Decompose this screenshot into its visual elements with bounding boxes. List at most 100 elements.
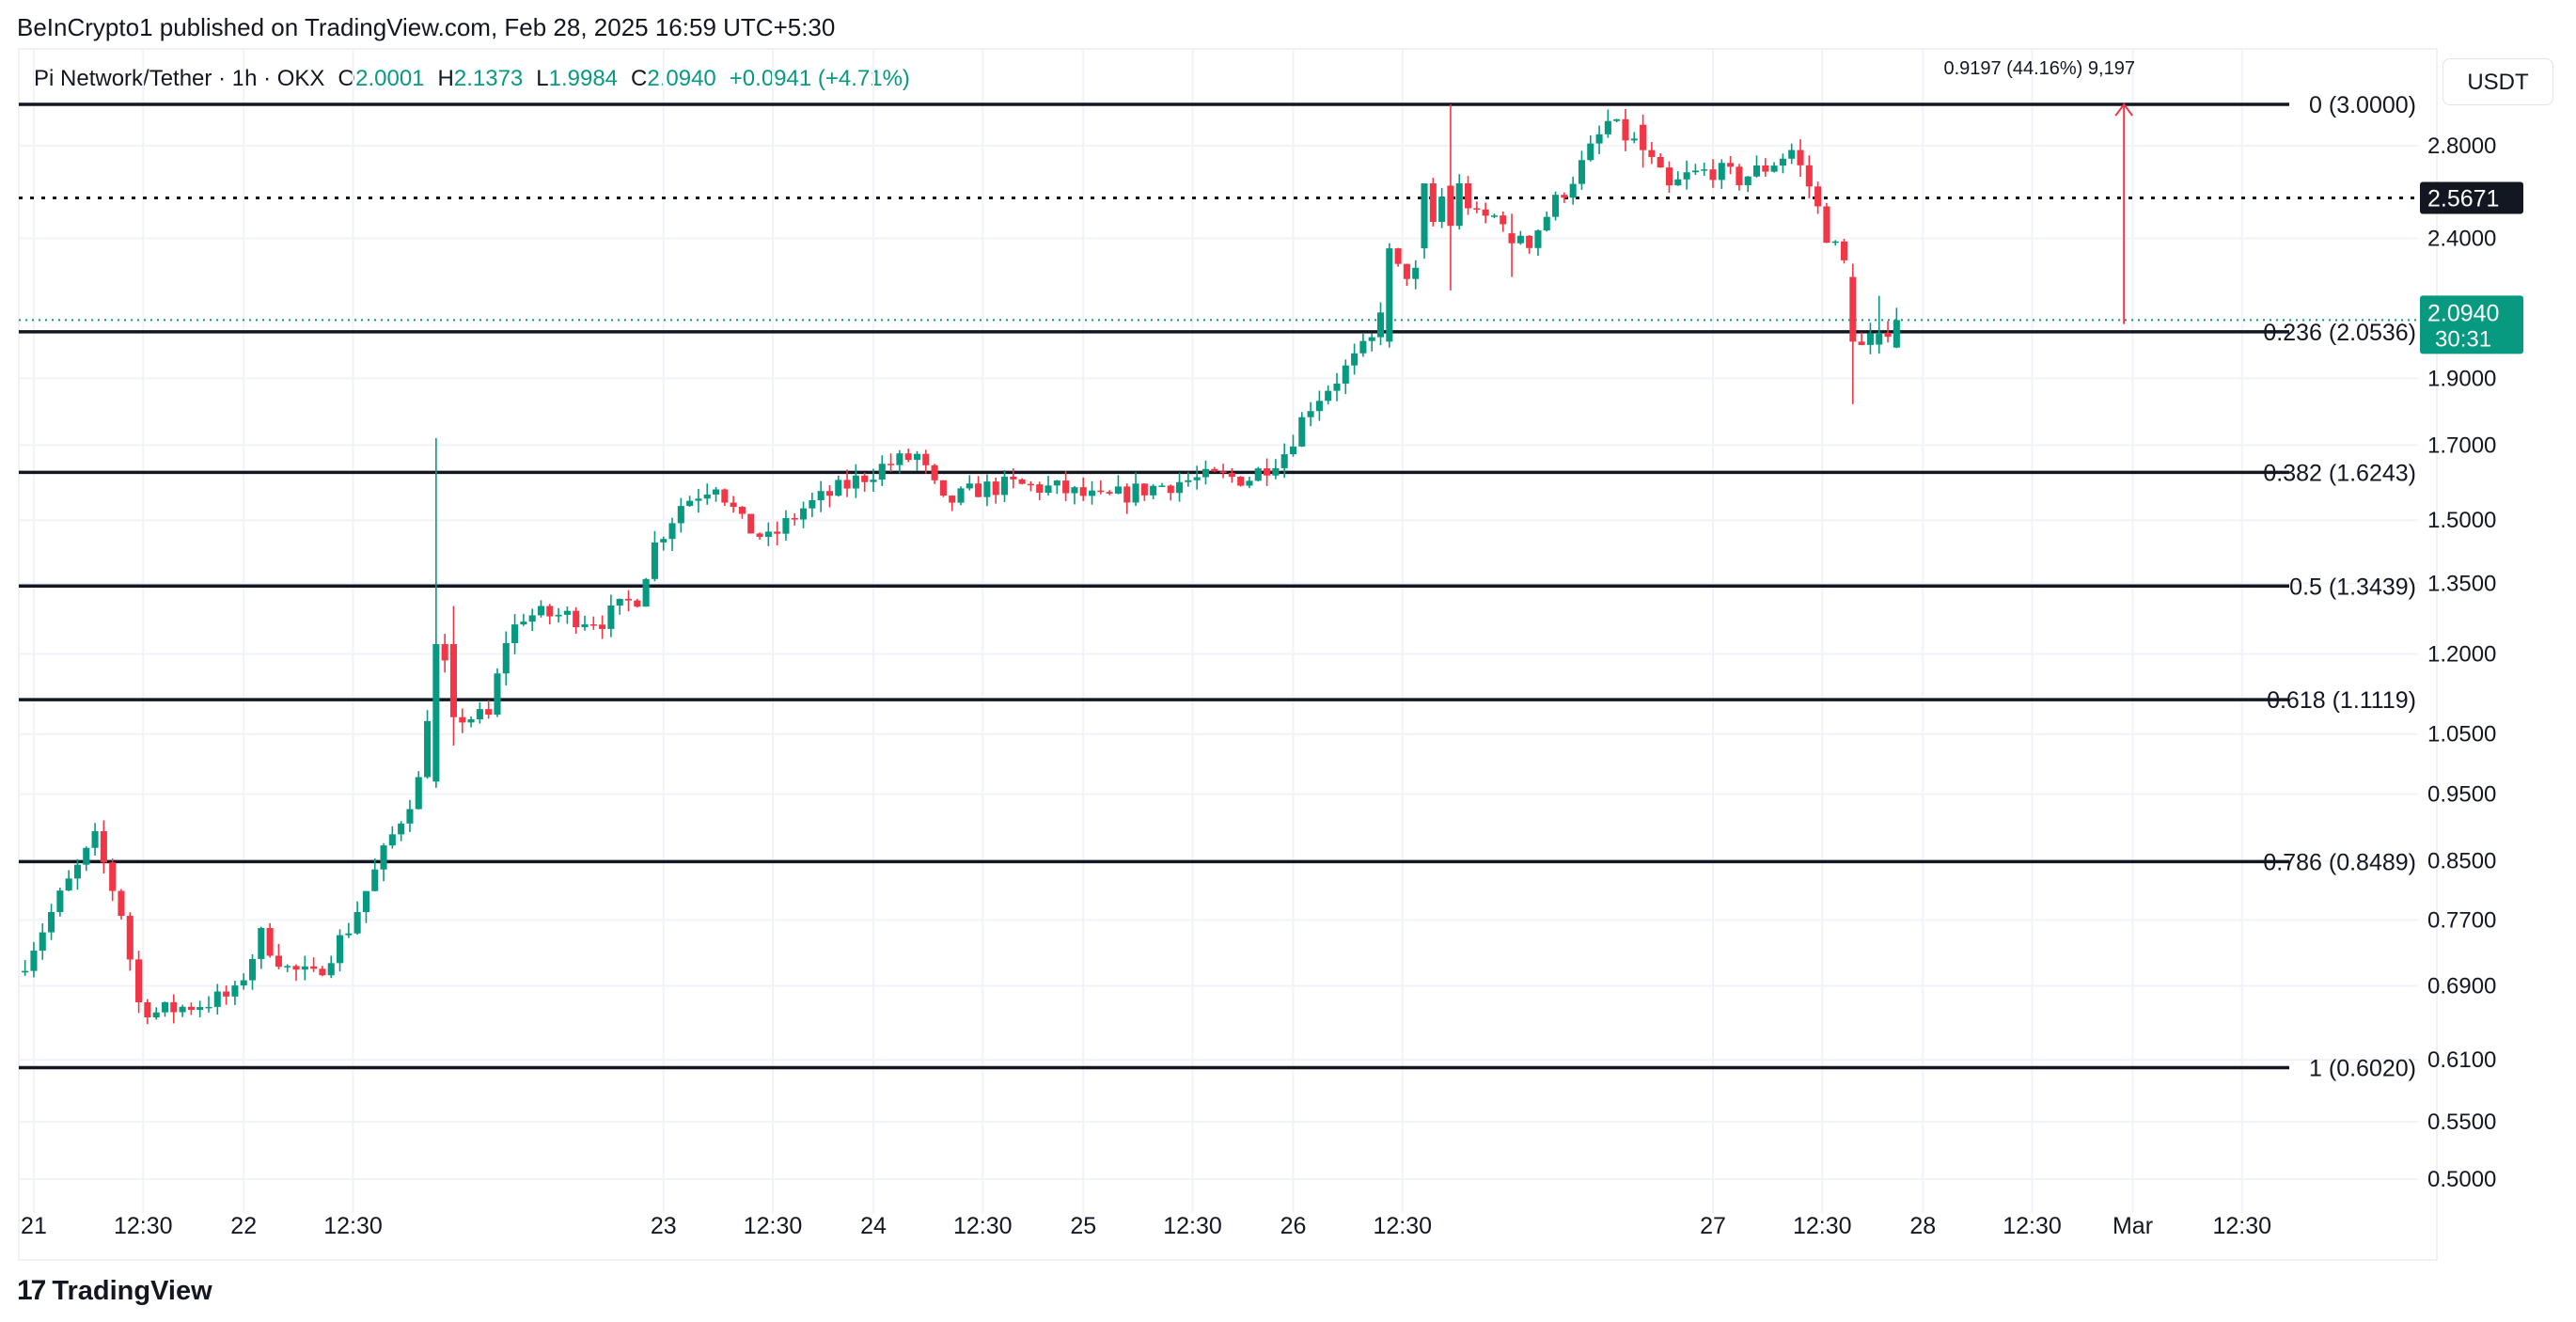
- candle-body: [1884, 332, 1892, 338]
- candle-body: [1071, 487, 1078, 494]
- candle-body: [1508, 233, 1516, 244]
- currency-button[interactable]: USDT: [2442, 58, 2553, 105]
- candle-body: [39, 932, 46, 952]
- candle-body: [1709, 169, 1717, 181]
- low-value: 1.9984: [548, 66, 619, 91]
- candle-body: [502, 642, 510, 674]
- fib-level-label: 0 (3.0000): [2309, 92, 2416, 118]
- candle-body: [607, 605, 615, 629]
- candle-body: [266, 927, 274, 956]
- candle-body: [152, 1012, 160, 1018]
- candle-body: [1788, 150, 1796, 159]
- candle-body: [65, 878, 72, 891]
- candle-body: [301, 966, 308, 970]
- candle-body: [913, 453, 921, 461]
- candle-body: [1534, 230, 1542, 248]
- candle-body: [118, 890, 125, 917]
- candle-body: [1465, 182, 1472, 209]
- fib-level-label: 0.236 (2.0536): [2263, 320, 2416, 346]
- candle-body: [424, 720, 432, 778]
- candle-body: [1841, 241, 1848, 260]
- candle-body: [91, 830, 99, 848]
- candle-body: [1831, 241, 1839, 244]
- y-tick-label: 1.3500: [2427, 571, 2496, 596]
- y-tick-label: 0.6900: [2427, 974, 2496, 999]
- candle-body: [1307, 411, 1314, 417]
- candle-body: [1053, 480, 1060, 486]
- candle-body: [1150, 485, 1157, 496]
- candle-body: [467, 719, 475, 723]
- candle-body: [126, 916, 134, 960]
- candle-body: [957, 488, 965, 503]
- candle-body: [1805, 165, 1813, 187]
- candle-body: [1351, 353, 1359, 366]
- candle-body: [1123, 486, 1131, 503]
- candle-body: [511, 624, 519, 643]
- x-tick-label: 22: [230, 1213, 257, 1239]
- y-tick-label: 2.8000: [2427, 134, 2496, 159]
- x-tick-label: 23: [651, 1213, 677, 1239]
- dotted-level-marker: [2420, 181, 2523, 214]
- tradingview-logo[interactable]: 17 TradingView: [17, 1275, 212, 1307]
- candle-body: [240, 980, 247, 986]
- high-value: 2.1373: [453, 66, 524, 91]
- x-tick-label: 12:30: [1373, 1213, 1432, 1239]
- low-label: L: [536, 66, 549, 91]
- candle-body: [319, 968, 326, 976]
- candle-body: [441, 643, 448, 661]
- candle-body: [1752, 165, 1761, 177]
- y-tick-label: 1.2000: [2427, 642, 2496, 668]
- candle-body: [1876, 332, 1883, 345]
- candle-body: [966, 483, 973, 489]
- candle-body: [1018, 479, 1026, 484]
- candle-body: [213, 991, 221, 1007]
- candle-body: [573, 610, 580, 628]
- candle-body: [109, 862, 117, 891]
- tradingview-brand: TradingView: [52, 1275, 212, 1306]
- candle-body: [1237, 477, 1245, 486]
- measure-label: 0.9197 (44.16%) 9,197: [1943, 58, 2135, 79]
- candle-body: [1473, 208, 1481, 210]
- candle-body: [703, 494, 711, 499]
- candle-body: [1561, 195, 1568, 198]
- candle-body: [1613, 118, 1621, 121]
- candle-body: [1552, 195, 1560, 217]
- candle-body: [555, 614, 562, 617]
- candle-body: [1368, 337, 1375, 341]
- change-value: +0.0941 (+4.71%): [729, 66, 910, 91]
- x-tick-label: 12:30: [114, 1213, 173, 1239]
- candle-body: [1333, 383, 1341, 391]
- candle-body: [825, 491, 833, 496]
- candle-body: [983, 481, 991, 497]
- candle-body: [362, 890, 369, 912]
- candle-body: [1176, 481, 1184, 494]
- high-label: H: [437, 66, 454, 91]
- candle-body: [634, 600, 641, 607]
- candle-body: [660, 539, 668, 543]
- publisher-line: BeInCrypto1 published on TradingView.com…: [17, 13, 836, 41]
- symbol-name: Pi Network/Tether · 1h · OKX: [34, 66, 325, 91]
- candle-body: [1665, 167, 1673, 186]
- candle-body: [668, 523, 676, 540]
- grid: [18, 48, 2438, 1261]
- y-tick-label: 1.7000: [2427, 433, 2496, 458]
- candle-body: [686, 500, 694, 507]
- x-tick-label: 12:30: [744, 1213, 803, 1239]
- candle-body: [791, 518, 798, 520]
- candle-body: [721, 489, 729, 503]
- candle-body: [1315, 401, 1323, 412]
- open-label: O: [338, 66, 356, 91]
- candle-body: [992, 481, 999, 496]
- candle-body: [800, 508, 808, 520]
- candle-body: [83, 847, 90, 865]
- candle-body: [1158, 485, 1166, 487]
- x-tick-label: 12:30: [1163, 1213, 1222, 1239]
- candle-body: [1630, 138, 1638, 141]
- fib-level-label: 0.618 (1.1119): [2267, 687, 2416, 714]
- candle-body: [563, 610, 571, 615]
- x-tick-label: 24: [860, 1213, 887, 1239]
- last-price-marker: [2420, 295, 2523, 354]
- candle-body: [1027, 483, 1034, 486]
